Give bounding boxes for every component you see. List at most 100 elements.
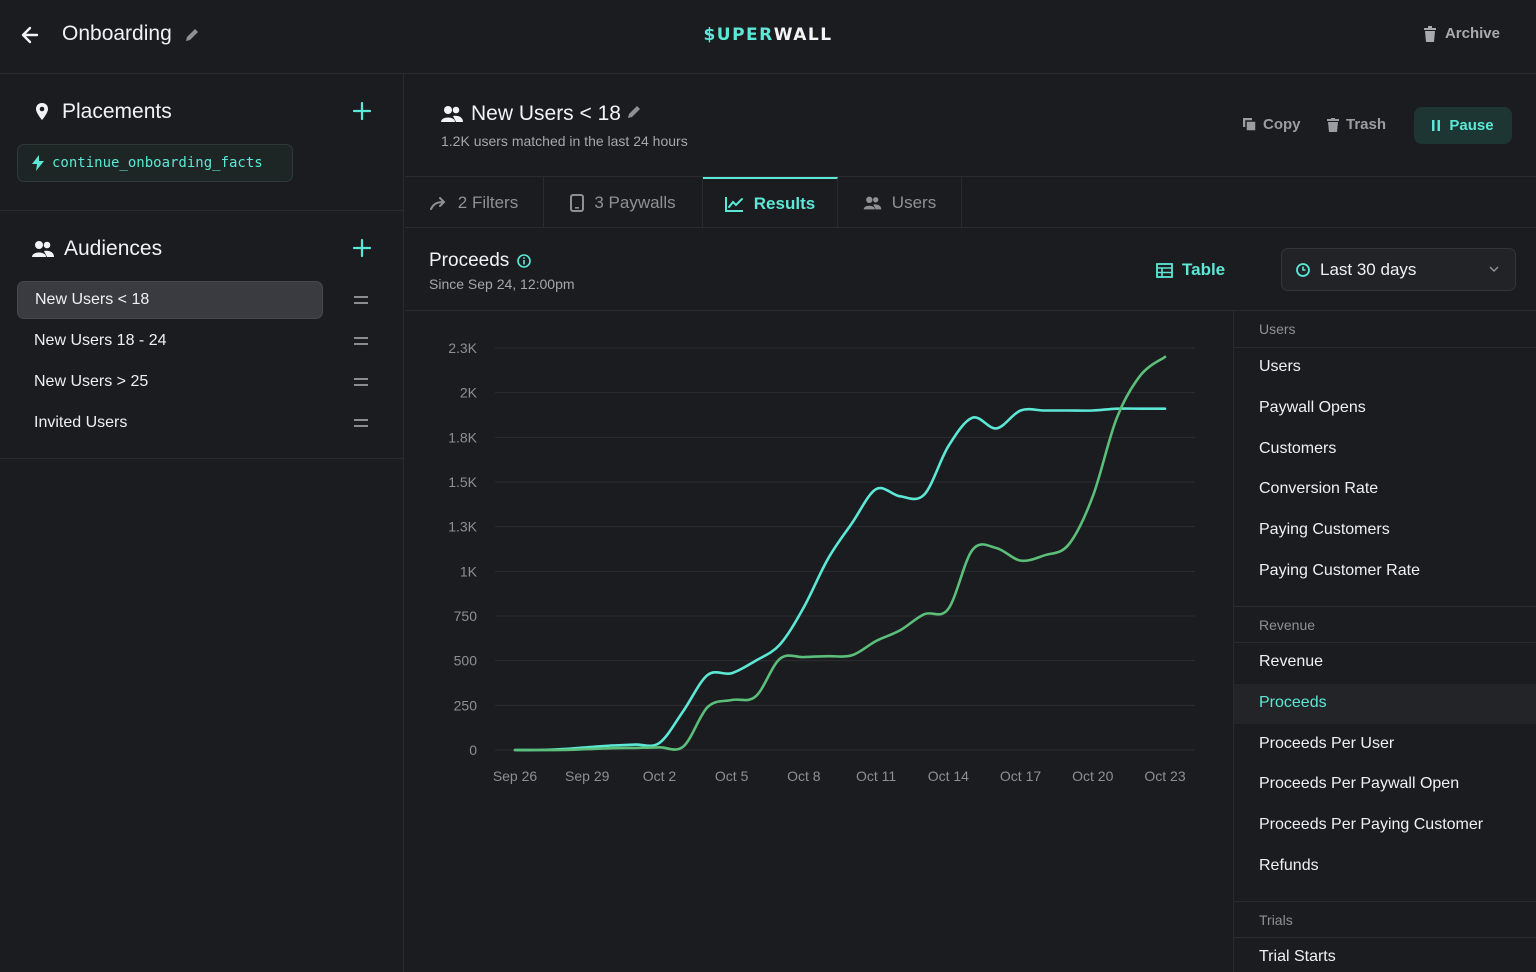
edit-pencil-icon[interactable] <box>184 27 200 43</box>
tab-users[interactable]: Users <box>838 177 962 228</box>
metric-item-revenue[interactable]: Revenue <box>1259 653 1324 670</box>
back-arrow-icon[interactable] <box>18 22 42 48</box>
tab-results-label: Results <box>753 193 816 213</box>
x-tick-label: Oct 2 <box>643 768 677 784</box>
metrics-list: Users Users Paywall Opens Customers Conversi… <box>1233 311 1536 972</box>
sidebar-divider <box>0 210 404 211</box>
copy-label: Copy <box>1263 116 1301 133</box>
users-icon <box>863 196 882 209</box>
audiences-title: Audiences <box>64 237 163 260</box>
archive-label: Archive <box>1444 25 1500 42</box>
add-audience-plus-icon[interactable] <box>351 237 373 259</box>
y-tick-label: 250 <box>454 697 478 713</box>
proceeds-line-chart: 0 250 500 750 1K 1.3K 1.5K 1.8K 2K 2.3K Sep 26 Sep … <box>448 340 1195 784</box>
metric-item-paying-customer-rate[interactable]: Paying Customer Rate <box>1259 562 1420 579</box>
metric-title-label: Proceeds <box>429 250 510 271</box>
audiences-header: Audiences <box>0 229 404 269</box>
metric-group-revenue: Revenue <box>1234 606 1536 643</box>
x-tick-label: Sep 29 <box>565 768 610 784</box>
placements-header: Placements <box>0 92 404 132</box>
metric-item-conversion-rate[interactable]: Conversion Rate <box>1259 480 1379 498</box>
audience-match-count: 1.2K users matched in the last 24 hours <box>441 133 688 149</box>
table-icon <box>1156 262 1173 278</box>
x-tick-label: Oct 17 <box>1000 768 1041 784</box>
metric-item-proceeds[interactable]: Proceeds <box>1234 683 1536 724</box>
tab-filters[interactable]: 2 Filters <box>405 177 544 228</box>
tab-paywalls-label: 3 Paywalls <box>594 192 676 212</box>
trash-icon <box>1423 25 1436 42</box>
main-panel: New Users < 18 1.2K users matched in the… <box>405 74 1536 972</box>
audience-item-invited-users[interactable]: Invited Users <box>34 414 128 431</box>
tab-users-label: Users <box>891 192 937 212</box>
date-range-label: Last 30 days <box>1320 259 1417 279</box>
table-label: Table <box>1182 260 1226 279</box>
logo-part-2: WALL <box>773 25 833 45</box>
audience-title: New Users < 18 <box>471 102 621 125</box>
drag-handle-icon[interactable] <box>354 296 370 306</box>
metric-item-refunds[interactable]: Refunds <box>1259 857 1319 874</box>
y-tick-label: 0 <box>469 742 477 758</box>
placement-chip[interactable]: continue_onboarding_facts <box>17 144 293 182</box>
table-view-button[interactable]: Table <box>1156 260 1225 280</box>
metric-title: Proceeds <box>429 250 532 272</box>
metric-item-customers[interactable]: Customers <box>1259 439 1337 457</box>
y-tick-label: 1.5K <box>448 474 477 490</box>
metric-item-users[interactable]: Users <box>1259 358 1301 375</box>
chevron-down-icon <box>1489 266 1499 273</box>
y-tick-label: 1K <box>460 563 478 579</box>
audience-item-new-users-under-18[interactable]: New Users < 18 <box>17 281 323 319</box>
metric-item-proceeds-per-paywall-open[interactable]: Proceeds Per Paywall Open <box>1259 775 1460 793</box>
metric-group-users: Users <box>1234 311 1536 348</box>
users-group-icon <box>32 241 54 257</box>
sidebar: Placements continue_onboarding_facts Aud… <box>0 74 404 972</box>
placements-title: Placements <box>62 100 172 123</box>
pause-label: Pause <box>1449 117 1494 134</box>
add-placement-plus-icon[interactable] <box>351 100 373 122</box>
trash-icon <box>1327 117 1339 132</box>
pause-icon <box>1432 120 1441 131</box>
drag-handle-icon[interactable] <box>354 378 370 388</box>
x-tick-label: Oct 14 <box>928 768 969 784</box>
phone-icon <box>570 193 585 212</box>
x-tick-label: Oct 23 <box>1144 768 1185 784</box>
audience-item-new-users-18-24[interactable]: New Users 18 - 24 <box>34 332 167 349</box>
pause-button[interactable]: Pause <box>1414 107 1512 144</box>
metric-item-paywall-opens[interactable]: Paywall Opens <box>1259 398 1366 416</box>
x-tick-label: Oct 5 <box>715 768 749 784</box>
date-range-select[interactable]: Last 30 days <box>1281 248 1516 291</box>
y-tick-label: 500 <box>454 653 478 669</box>
metric-item-proceeds-per-paying-customer[interactable]: Proceeds Per Paying Customer <box>1259 816 1484 834</box>
metric-item-paying-customers[interactable]: Paying Customers <box>1259 521 1390 539</box>
tab-filters-label: 2 Filters <box>457 192 519 212</box>
top-bar: Onboarding $UPERWALL Archive <box>0 0 1536 74</box>
users-group-icon <box>441 106 463 122</box>
tab-results[interactable]: Results <box>703 177 838 228</box>
filter-icon <box>429 196 446 210</box>
audience-header: New Users < 18 1.2K users matched in the… <box>405 74 1536 177</box>
results-header: Proceeds Since Sep 24, 12:00pm Table Las… <box>405 228 1536 311</box>
copy-button[interactable]: Copy <box>1243 116 1301 133</box>
drag-handle-icon[interactable] <box>354 337 370 347</box>
edit-pencil-icon[interactable] <box>626 104 642 120</box>
y-tick-label: 1.8K <box>448 429 477 445</box>
x-tick-label: Sep 26 <box>493 768 538 784</box>
archive-button[interactable]: Archive <box>1423 25 1500 42</box>
info-icon[interactable] <box>517 254 532 268</box>
since-timestamp: Since Sep 24, 12:00pm <box>429 276 575 292</box>
metric-item-proceeds-per-user[interactable]: Proceeds Per User <box>1259 734 1395 752</box>
superwall-logo: $UPERWALL <box>0 25 1536 45</box>
drag-handle-icon[interactable] <box>354 419 370 429</box>
placement-name: continue_onboarding_facts <box>52 155 263 171</box>
audience-item-new-users-over-25[interactable]: New Users > 25 <box>34 373 149 390</box>
tab-paywalls[interactable]: 3 Paywalls <box>544 177 703 228</box>
line-chart-icon <box>724 196 743 212</box>
y-tick-label: 2.3K <box>448 340 477 356</box>
metric-item-trial-starts[interactable]: Trial Starts <box>1259 948 1336 965</box>
lightning-bolt-icon <box>32 155 44 171</box>
location-pin-icon <box>36 103 48 120</box>
trash-button[interactable]: Trash <box>1327 116 1386 133</box>
y-tick-label: 750 <box>454 608 478 624</box>
x-tick-label: Oct 20 <box>1072 768 1113 784</box>
series-line-1 <box>513 407 1167 752</box>
logo-part-1: $UPER <box>703 25 774 45</box>
